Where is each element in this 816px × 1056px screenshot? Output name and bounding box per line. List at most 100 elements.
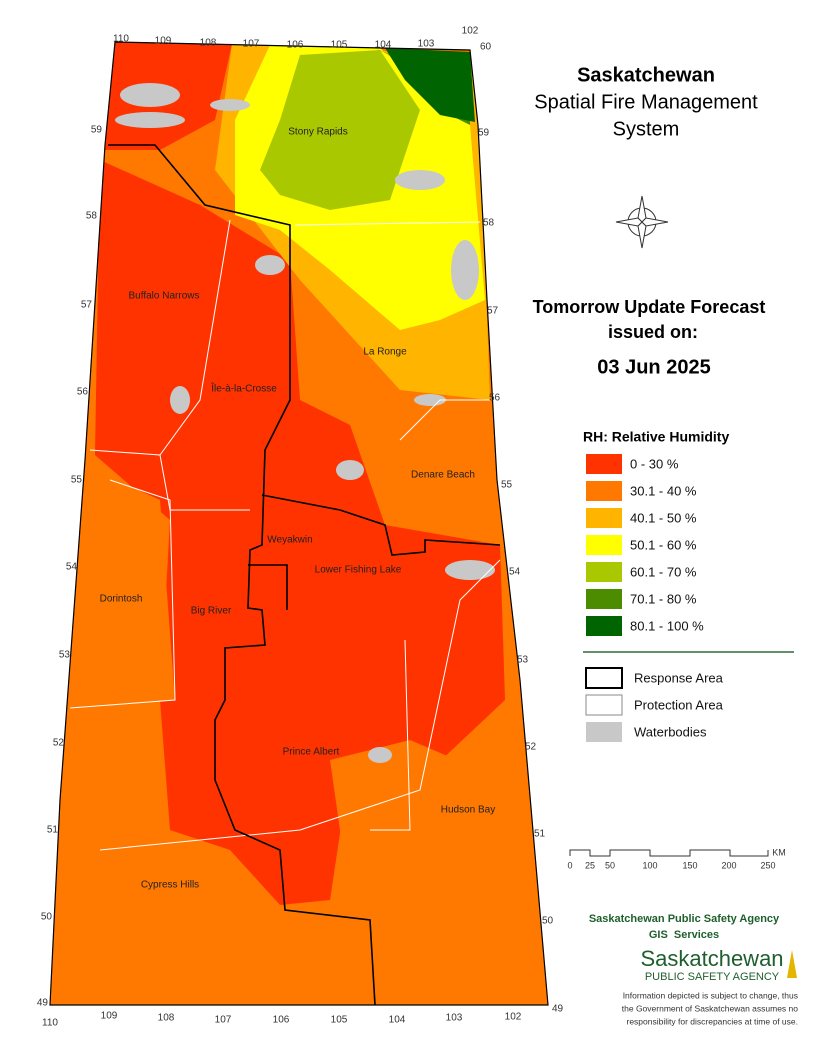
logo-subtext: PUBLIC SAFETY AGENCY — [645, 971, 780, 983]
place-label: Cypress Hills — [141, 880, 199, 891]
north-arrow — [615, 195, 669, 249]
rh-map — [50, 42, 548, 1005]
legend-label: 50.1 - 60 % — [630, 537, 697, 552]
legend-label: Response Area — [634, 670, 724, 685]
water-swatch — [586, 722, 622, 742]
scale-label: 250 — [760, 860, 775, 870]
legend-swatch — [586, 535, 622, 555]
place-label: Prince Albert — [283, 747, 340, 758]
scale-label: 200 — [721, 860, 736, 870]
disclaimer-line: responsibility for discrepancies at time… — [627, 1016, 799, 1026]
lat-label: 50 — [542, 916, 554, 927]
legend-label: 60.1 - 70 % — [630, 564, 697, 579]
place-label: Big River — [191, 606, 232, 617]
agency-name: Saskatchewan Public Safety Agency — [589, 913, 780, 925]
lat-label: 52 — [525, 742, 537, 753]
disclaimer-line: the Government of Saskatchewan assumes n… — [622, 1003, 799, 1013]
lat-label: 54 — [66, 562, 78, 573]
forecast-heading: Tomorrow Update Forecast — [533, 297, 766, 317]
lat-label: 55 — [501, 480, 513, 491]
lat-label: 58 — [86, 211, 98, 222]
legend: 0 - 30 % 30.1 - 40 % 40.1 - 50 % 50.1 - 60 … — [586, 454, 704, 636]
lat-label: 56 — [489, 393, 501, 404]
legend-label: 70.1 - 80 % — [630, 591, 697, 606]
legend-label: 40.1 - 50 % — [630, 510, 697, 525]
waterbodies — [115, 83, 495, 763]
legend-swatch — [586, 589, 622, 609]
lon-label: 102 — [505, 1012, 522, 1023]
lat-label: 55 — [71, 475, 83, 486]
place-label: Denare Beach — [411, 470, 475, 481]
rh-zone — [95, 160, 505, 905]
place-label: Hudson Bay — [441, 805, 495, 816]
lat-label: 51 — [47, 825, 59, 836]
place-label: Lower Fishing Lake — [315, 565, 402, 576]
title: Spatial Fire Management — [534, 91, 758, 113]
lat-label: 59 — [91, 125, 103, 136]
lat-label: 56 — [77, 387, 89, 398]
rh-zone — [60, 470, 175, 800]
title: Saskatchewan — [577, 64, 715, 86]
lat-label: 51 — [534, 829, 546, 840]
lon-label: 109 — [101, 1011, 118, 1022]
scale-label: 50 — [605, 860, 615, 870]
lon-label: 106 — [273, 1015, 290, 1026]
place-label: Buffalo Narrows — [129, 291, 200, 302]
lon-label: 103 — [446, 1013, 463, 1024]
lat-label: 60 — [480, 42, 492, 53]
legend-label: 80.1 - 100 % — [630, 618, 704, 633]
lat-label: 54 — [509, 567, 521, 578]
disclaimer-line: Information depicted is subject to chang… — [623, 990, 798, 1000]
response-swatch — [585, 667, 623, 689]
lat-label: 49 — [552, 1004, 564, 1015]
place-label: Weyakwin — [267, 535, 312, 546]
lon-label: 108 — [200, 38, 217, 49]
province-outline — [49, 41, 549, 1006]
protection-swatch — [585, 694, 623, 716]
legend-swatch — [586, 481, 622, 501]
lon-label: 109 — [155, 36, 172, 47]
disclaimer: Information depicted is subject to chang… — [622, 990, 799, 1026]
lat-label: 50 — [41, 912, 53, 923]
forecast-issued: issued on: — [608, 322, 698, 342]
title: System — [613, 118, 680, 140]
logo-text: Saskatchewan — [640, 946, 783, 971]
lon-label: 107 — [215, 1015, 232, 1026]
lat-label: 49 — [37, 998, 49, 1009]
legend-label: 30.1 - 40 % — [630, 483, 697, 498]
lon-label: 104 — [389, 1015, 406, 1026]
graticule-labels: 110 109 108 107 106 105 104 103 102 110 … — [37, 26, 564, 1029]
rh-zone — [330, 740, 530, 1005]
place-label: Île-à-la-Crosse — [210, 382, 277, 395]
legend-label: Protection Area — [634, 697, 724, 712]
forecast-date: 03 Jun 2025 — [597, 356, 710, 378]
scale-label: 25 — [585, 860, 595, 870]
place-labels: Stony Rapids Buffalo Narrows La Ronge Îl… — [100, 127, 496, 891]
place-label: La Ronge — [363, 347, 407, 358]
response-areas — [108, 144, 501, 1005]
lon-label: 103 — [418, 39, 435, 50]
agency-unit: GIS Services — [649, 929, 719, 941]
legend-label: Waterbodies — [634, 724, 707, 739]
lat-label: 59 — [478, 128, 490, 139]
lon-label: 105 — [331, 40, 348, 51]
lat-label: 57 — [81, 300, 93, 311]
lon-label: 108 — [158, 1013, 175, 1024]
lon-label: 106 — [287, 40, 304, 51]
place-label: Dorintosh — [100, 594, 143, 605]
legend-swatch — [586, 508, 622, 528]
rh-zone — [385, 48, 475, 122]
scale-unit: KM — [772, 847, 786, 857]
lon-label: 105 — [331, 1015, 348, 1026]
legend-swatch — [586, 616, 622, 636]
lon-label: 102 — [462, 26, 479, 37]
lon-label: 110 — [42, 1018, 58, 1029]
protection-areas — [69, 219, 501, 851]
lat-label: 53 — [59, 650, 71, 661]
legend-swatch — [586, 454, 622, 474]
lat-label: 53 — [517, 655, 529, 666]
scale-labels: 0 25 50 100 150 200 250 KM — [567, 847, 785, 870]
lon-label: 110 — [113, 34, 129, 45]
lon-label: 104 — [375, 40, 392, 51]
